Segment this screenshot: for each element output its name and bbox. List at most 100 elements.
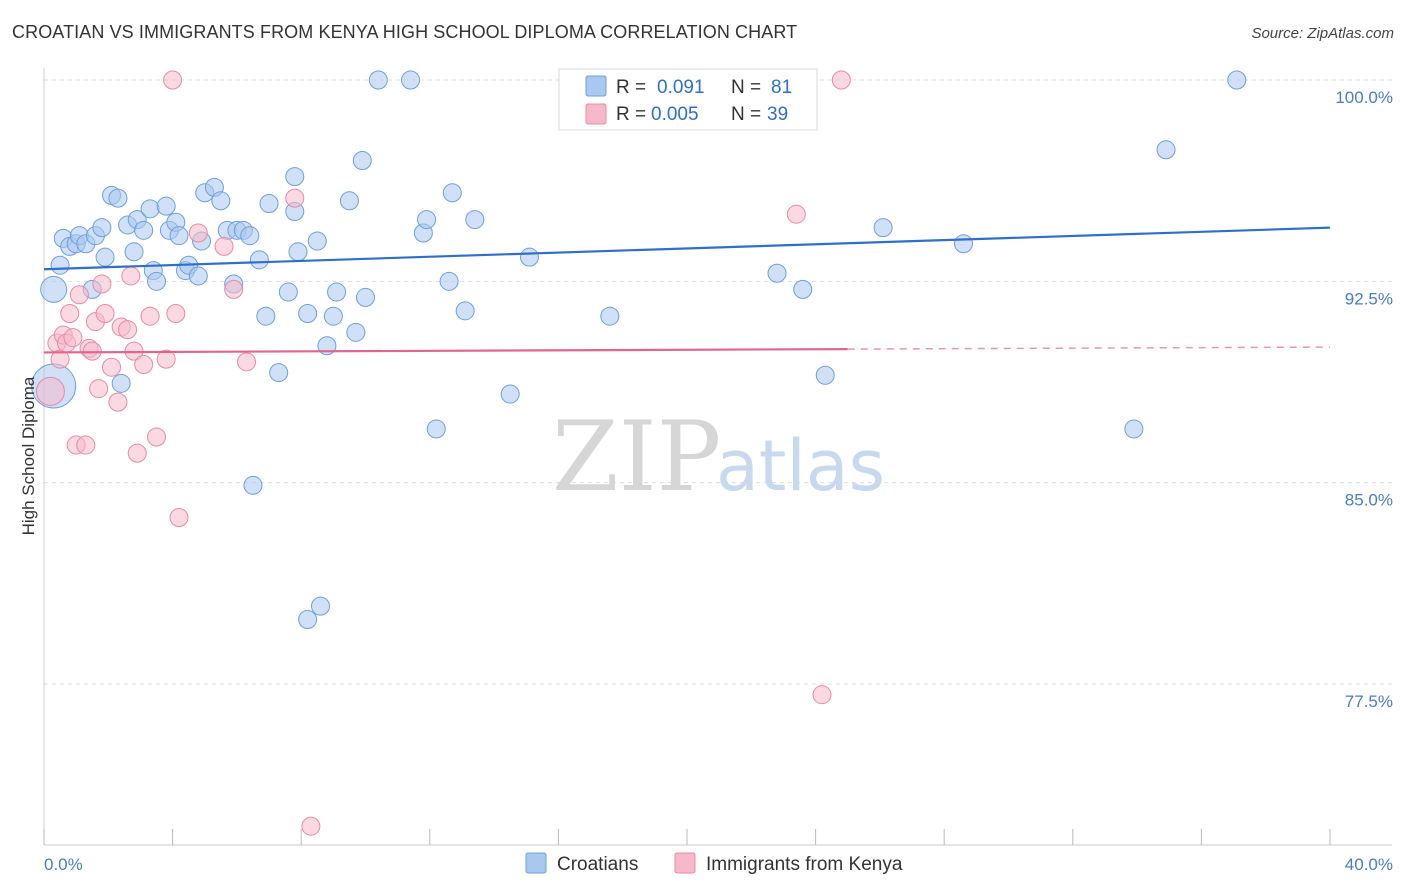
y-tick-label: 100.0% bbox=[1335, 88, 1393, 107]
trend-line-extension bbox=[847, 346, 1331, 350]
watermark-zip: ZIP bbox=[552, 401, 721, 513]
data-point bbox=[147, 427, 167, 447]
data-point bbox=[92, 274, 112, 294]
y-tick-label: 92.5% bbox=[1345, 289, 1393, 308]
data-point bbox=[767, 263, 787, 283]
data-point bbox=[108, 188, 128, 208]
data-point bbox=[211, 191, 231, 211]
data-point bbox=[442, 183, 462, 203]
trend-lines bbox=[43, 226, 1331, 354]
stats-r-label-blue: R = bbox=[616, 77, 646, 98]
legend-label-kenya: Immigrants from Kenya bbox=[706, 854, 903, 875]
data-point bbox=[140, 306, 160, 326]
data-point bbox=[356, 287, 375, 307]
data-point bbox=[89, 379, 109, 399]
data-point bbox=[346, 322, 366, 342]
data-point bbox=[35, 376, 65, 406]
x-tick-label: 0.0% bbox=[44, 855, 83, 874]
data-point bbox=[188, 223, 208, 243]
data-point bbox=[873, 218, 893, 238]
watermark: ZIP atlas bbox=[552, 401, 885, 513]
stats-r-value-blue: 0.091 bbox=[657, 77, 705, 98]
data-point bbox=[812, 685, 832, 705]
stats-n-label-pink: N = bbox=[731, 104, 761, 125]
data-point bbox=[310, 596, 330, 616]
data-point bbox=[237, 352, 257, 372]
y-tick-labels: 100.0% 92.5% 85.0% 77.5% bbox=[1335, 88, 1393, 711]
data-point bbox=[118, 320, 138, 340]
stats-n-label-blue: N = bbox=[731, 77, 761, 98]
data-point bbox=[249, 250, 269, 270]
data-point bbox=[166, 304, 186, 324]
data-point bbox=[69, 285, 89, 305]
stats-swatch-pink bbox=[585, 103, 607, 125]
data-point bbox=[288, 242, 308, 262]
watermark-atlas: atlas bbox=[716, 425, 885, 507]
stats-swatch-blue bbox=[585, 75, 607, 97]
data-point bbox=[439, 271, 459, 291]
data-point bbox=[1227, 70, 1247, 90]
data-point bbox=[92, 218, 112, 238]
y-tick-label: 77.5% bbox=[1345, 692, 1393, 711]
data-point bbox=[285, 167, 305, 187]
data-point bbox=[60, 304, 80, 324]
data-point bbox=[417, 210, 437, 230]
data-point bbox=[301, 816, 321, 836]
data-point bbox=[108, 392, 128, 412]
trend-line bbox=[43, 226, 1331, 271]
data-point bbox=[465, 210, 485, 230]
data-point bbox=[156, 196, 176, 216]
data-point bbox=[815, 365, 835, 385]
data-point bbox=[50, 349, 70, 369]
series-legend: Croatians Immigrants from Kenya bbox=[525, 852, 903, 875]
data-point bbox=[240, 226, 260, 246]
data-point bbox=[519, 247, 539, 267]
series-kenya-points bbox=[35, 70, 851, 836]
data-point bbox=[224, 279, 244, 299]
data-point bbox=[786, 204, 806, 224]
stats-n-value-blue: 81 bbox=[771, 77, 792, 98]
data-point bbox=[323, 306, 343, 326]
data-point bbox=[127, 443, 147, 463]
legend-swatch-kenya bbox=[674, 852, 696, 874]
trend-line bbox=[43, 347, 848, 354]
data-point bbox=[278, 282, 298, 302]
x-tick-label: 40.0% bbox=[1345, 855, 1393, 874]
data-point bbox=[368, 70, 388, 90]
data-point bbox=[426, 419, 446, 439]
y-axis-title: High School Diploma bbox=[19, 376, 38, 535]
data-point bbox=[121, 266, 141, 286]
legend-swatch-croatians bbox=[525, 852, 547, 874]
data-point bbox=[63, 328, 83, 348]
data-point bbox=[82, 341, 102, 361]
data-point bbox=[256, 306, 276, 326]
x-ticks bbox=[43, 829, 1331, 845]
data-point bbox=[259, 193, 279, 213]
data-point bbox=[953, 234, 973, 254]
data-point bbox=[352, 151, 372, 171]
data-point bbox=[243, 475, 263, 495]
data-point bbox=[269, 363, 289, 383]
data-point bbox=[134, 220, 154, 240]
data-point bbox=[339, 191, 359, 211]
stats-r-label-pink: R = bbox=[616, 104, 646, 125]
grid-lines bbox=[44, 79, 1392, 685]
data-point bbox=[298, 304, 318, 324]
data-point bbox=[401, 70, 421, 90]
data-point bbox=[831, 70, 851, 90]
data-point bbox=[214, 236, 234, 256]
data-point bbox=[169, 226, 189, 246]
data-point bbox=[147, 271, 167, 291]
chart-title: CROATIAN VS IMMIGRANTS FROM KENYA HIGH S… bbox=[12, 22, 798, 42]
data-point bbox=[134, 355, 154, 375]
stats-legend-box: R = 0.091 N = 81 R = 0.005 N = 39 bbox=[558, 68, 818, 131]
data-point bbox=[102, 357, 122, 377]
data-point bbox=[140, 199, 160, 219]
data-point bbox=[285, 188, 305, 208]
data-point bbox=[111, 373, 131, 393]
data-point bbox=[124, 242, 144, 262]
data-point bbox=[188, 266, 208, 286]
axes bbox=[43, 68, 1392, 846]
source-label: Source: ZipAtlas.com bbox=[1251, 25, 1394, 42]
